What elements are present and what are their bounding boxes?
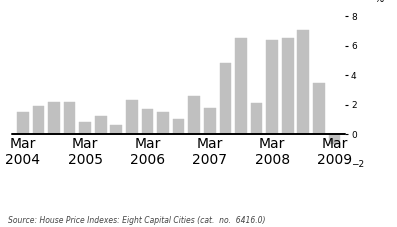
Bar xyxy=(204,108,216,134)
Bar xyxy=(126,100,138,134)
Bar xyxy=(157,112,169,134)
Bar xyxy=(266,40,278,134)
Bar xyxy=(33,106,44,134)
Bar xyxy=(142,109,153,134)
Bar xyxy=(235,39,247,134)
Bar xyxy=(282,39,293,134)
Bar xyxy=(17,112,29,134)
Bar xyxy=(251,103,262,134)
Bar xyxy=(48,102,60,134)
Bar xyxy=(79,122,91,134)
Y-axis label: %: % xyxy=(374,0,383,5)
Bar xyxy=(189,96,200,134)
Bar xyxy=(220,64,231,134)
Bar xyxy=(329,134,340,144)
Bar xyxy=(110,125,122,134)
Bar xyxy=(313,83,325,134)
Bar xyxy=(95,116,106,134)
Bar xyxy=(297,30,309,134)
Bar xyxy=(64,102,75,134)
Bar xyxy=(173,119,185,134)
Text: Source: House Price Indexes: Eight Capital Cities (cat.  no.  6416.0): Source: House Price Indexes: Eight Capit… xyxy=(8,216,266,225)
